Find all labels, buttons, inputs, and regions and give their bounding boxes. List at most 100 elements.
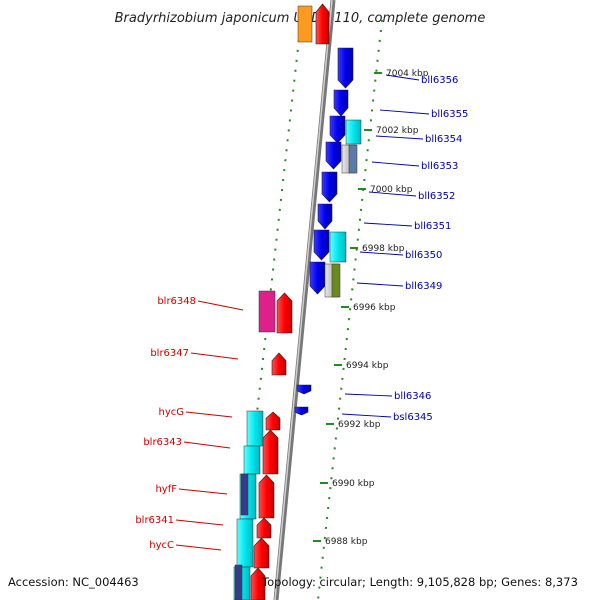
leader-line — [363, 222, 413, 227]
accession-text: Accession: NC_004463 — [8, 575, 139, 589]
gene-name[interactable]: bll6355 — [431, 109, 468, 120]
rulers — [235, 19, 383, 600]
ticks-layer: 7004 kbp 7002 kbp 7000 kbp 6998 kbp 6996 kbp… — [313, 69, 429, 547]
gene-name[interactable]: hycC — [149, 540, 174, 551]
backbone — [273, 0, 336, 600]
cog-bar-cyan — [246, 410, 264, 447]
leader-line — [190, 352, 239, 360]
gene-label-right[interactable]: bll6355 — [379, 109, 468, 120]
gene-name[interactable]: bll6346 — [394, 391, 431, 402]
gene-name[interactable]: bll6349 — [405, 281, 442, 292]
tick-label: 7002 kbp — [376, 126, 419, 136]
gene-arrow-reverse[interactable] — [317, 203, 333, 230]
leader-line — [178, 488, 228, 495]
gene-arrow-forward[interactable] — [276, 292, 293, 334]
leader-line — [185, 411, 233, 418]
backbone-line — [273, 0, 336, 600]
gene-arrow-forward[interactable] — [262, 429, 279, 475]
gene-label-right[interactable]: bll6351 — [363, 221, 451, 232]
gene-name[interactable]: blr6348 — [157, 296, 196, 307]
cog-bar-magenta — [258, 290, 276, 333]
gene-arrow-forward[interactable] — [258, 474, 275, 519]
cog-bar-cyan — [345, 119, 362, 145]
gene-arrow-forward[interactable] — [250, 567, 266, 600]
leader-line — [385, 74, 420, 81]
cog-bar-olive — [331, 263, 341, 298]
gene-name[interactable]: blr6343 — [143, 437, 182, 448]
gene-name[interactable]: bll6354 — [425, 134, 462, 145]
leader-line — [175, 544, 222, 551]
leader-line — [175, 519, 224, 526]
gene-label-left[interactable]: blr6341 — [135, 515, 224, 526]
leader-line — [183, 441, 231, 449]
tick-mark: 7004 kbp — [374, 69, 429, 79]
gene-name[interactable]: bll6350 — [405, 250, 442, 261]
gene-name[interactable]: blr6341 — [135, 515, 174, 526]
gene-arrow-forward[interactable] — [315, 3, 330, 45]
gene-label-right[interactable]: bll6354 — [375, 134, 462, 145]
gene-label-left[interactable]: blr6343 — [143, 437, 231, 449]
gene-arrow-forward[interactable] — [253, 537, 270, 569]
tick-mark: 7002 kbp — [364, 126, 419, 136]
gene-label-left[interactable]: hycG — [158, 407, 233, 418]
gene-label-right[interactable]: bll6346 — [344, 391, 431, 402]
cog-bar-slate — [348, 144, 358, 174]
gene-label-left[interactable]: hyfF — [155, 484, 228, 495]
gene-arrow-reverse[interactable] — [296, 384, 312, 395]
leader-line — [341, 413, 392, 418]
gene-name[interactable]: bll6352 — [418, 191, 455, 202]
gene-name[interactable]: hyfF — [155, 484, 177, 495]
gene-name[interactable]: bll6353 — [421, 161, 458, 172]
gene-label-left[interactable]: blr6348 — [157, 296, 244, 311]
gene-label-right[interactable]: bll6349 — [356, 281, 442, 292]
leader-line — [356, 282, 404, 287]
gene-arrow-reverse[interactable] — [309, 261, 326, 295]
tick-label: 7004 kbp — [386, 69, 429, 79]
gene-arrow-reverse[interactable] — [321, 171, 338, 203]
gene-label-left[interactable]: hycC — [149, 540, 222, 551]
leader-line — [379, 109, 430, 115]
leader-line — [375, 135, 424, 140]
gene-arrow-reverse[interactable] — [313, 229, 330, 261]
gene-label-left[interactable]: blr6347 — [150, 348, 239, 360]
cog-bar-navy — [240, 473, 249, 516]
tick-label: 6994 kbp — [346, 361, 389, 371]
tick-label: 6996 kbp — [353, 303, 396, 313]
gene-name[interactable]: bll6356 — [421, 75, 458, 86]
tick-label: 6992 kbp — [338, 420, 381, 430]
gene-name[interactable]: bll6351 — [414, 221, 451, 232]
gene-arrow-reverse[interactable] — [333, 89, 349, 117]
cog-bar-cyan — [329, 231, 347, 263]
labels-layer: bll6356 bll6355 bll6354 bll6353 bll6352 bll63… — [135, 74, 468, 551]
tick-mark: 6988 kbp — [313, 537, 368, 547]
gene-arrow-forward[interactable] — [271, 352, 287, 376]
gene-arrow-forward[interactable] — [256, 517, 272, 539]
leader-line — [368, 191, 417, 197]
gene-name[interactable]: blr6347 — [150, 348, 189, 359]
outer-ruler — [317, 19, 383, 600]
gene-label-right[interactable]: bll6356 — [385, 74, 458, 86]
tick-mark: 7000 kbp — [358, 185, 413, 195]
cog-bar-orange — [297, 5, 313, 43]
gene-arrow-reverse[interactable] — [329, 115, 346, 144]
gene-name[interactable]: hycG — [158, 407, 184, 418]
tick-label: 6990 kbp — [332, 479, 375, 489]
tick-label: 7000 kbp — [370, 185, 413, 195]
leader-line — [197, 300, 244, 311]
gene-arrow-reverse[interactable] — [294, 406, 309, 416]
gene-arrow-reverse[interactable] — [337, 47, 354, 89]
tick-mark: 6992 kbp — [326, 420, 381, 430]
tick-mark: 6996 kbp — [341, 303, 396, 313]
gene-label-right[interactable]: bll6352 — [368, 191, 455, 202]
gene-name[interactable]: bsl6345 — [393, 412, 433, 423]
tick-mark: 6994 kbp — [334, 361, 389, 371]
gene-arrow-forward[interactable] — [265, 411, 281, 431]
tick-mark: 6990 kbp — [320, 479, 375, 489]
leader-line — [344, 393, 393, 397]
gene-label-right[interactable]: bll6350 — [359, 250, 442, 261]
cog-bar-cyan — [243, 445, 261, 475]
gene-label-right[interactable]: bsl6345 — [341, 412, 433, 423]
tick-label: 6998 kbp — [362, 244, 405, 254]
gene-label-right[interactable]: bll6353 — [371, 161, 458, 172]
gene-arrow-reverse[interactable] — [325, 141, 342, 170]
